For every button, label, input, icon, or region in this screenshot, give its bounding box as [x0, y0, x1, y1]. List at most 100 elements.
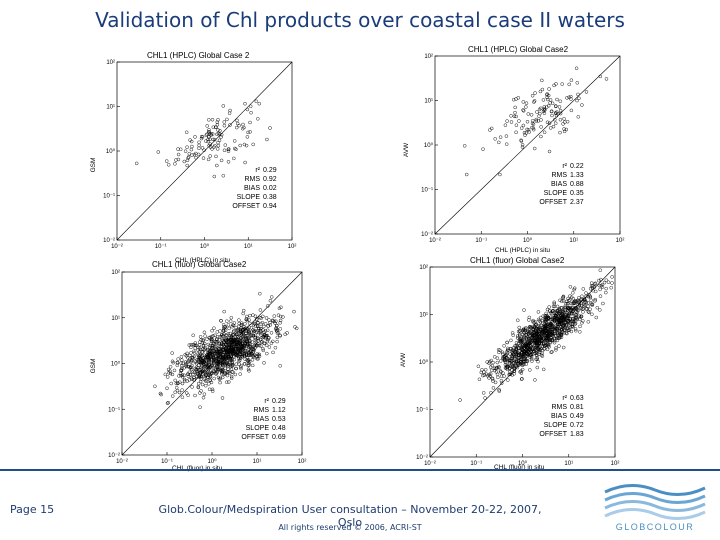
data-point	[555, 304, 560, 309]
data-point	[527, 337, 531, 341]
data-point	[253, 333, 258, 338]
data-point	[491, 386, 496, 390]
data-point	[542, 111, 547, 115]
data-point	[222, 309, 226, 314]
data-point	[601, 301, 605, 306]
data-point	[243, 321, 247, 326]
data-point	[583, 303, 587, 308]
x-tick-label: 10⁻²	[111, 244, 123, 250]
data-point	[201, 356, 205, 360]
data-point	[579, 307, 584, 311]
data-point	[237, 358, 242, 363]
data-point	[206, 139, 210, 144]
data-point	[275, 335, 280, 340]
data-point	[511, 97, 516, 102]
data-point	[503, 362, 508, 367]
data-point	[234, 346, 238, 351]
data-point	[567, 82, 571, 87]
data-point	[488, 128, 492, 132]
logo-text: GLOBCOLOUR	[616, 522, 695, 532]
data-point	[168, 371, 173, 376]
data-point	[222, 340, 226, 344]
data-point	[199, 377, 204, 381]
data-point	[263, 341, 267, 346]
data-point	[537, 334, 541, 338]
data-point	[184, 130, 189, 135]
data-point	[565, 326, 570, 331]
data-point	[545, 95, 549, 100]
data-point	[531, 327, 536, 332]
data-point	[542, 106, 547, 111]
data-point	[553, 324, 558, 328]
data-point	[196, 152, 201, 157]
data-point	[575, 307, 579, 312]
data-point	[525, 358, 530, 363]
data-point	[573, 327, 578, 331]
data-point	[532, 100, 536, 104]
data-point	[513, 359, 518, 364]
data-point	[247, 369, 251, 373]
data-point	[520, 347, 525, 352]
data-point	[170, 351, 174, 355]
data-point	[553, 104, 558, 108]
data-point	[548, 309, 552, 313]
data-point	[185, 163, 189, 168]
data-point	[177, 390, 182, 395]
data-point	[584, 307, 588, 311]
data-point	[558, 117, 563, 122]
data-point	[566, 319, 571, 323]
data-point	[256, 336, 261, 341]
data-point	[197, 358, 201, 363]
data-point	[215, 367, 220, 372]
data-point	[238, 327, 243, 332]
data-point	[566, 305, 571, 310]
data-point	[226, 147, 231, 151]
data-point	[278, 327, 283, 331]
data-point	[549, 336, 554, 340]
data-point	[227, 326, 231, 331]
data-point	[498, 369, 503, 373]
data-point	[523, 344, 528, 349]
data-point	[226, 160, 231, 164]
data-point	[558, 130, 562, 135]
data-point	[245, 107, 250, 112]
data-point	[574, 299, 579, 304]
data-point	[598, 74, 603, 79]
scatter-points	[134, 99, 272, 179]
data-point	[235, 341, 239, 345]
data-point	[483, 396, 487, 400]
data-point	[224, 346, 229, 350]
data-point	[204, 373, 208, 377]
data-point	[514, 123, 519, 127]
data-point	[244, 352, 249, 357]
data-point	[177, 374, 181, 378]
data-point	[266, 324, 270, 328]
data-point	[561, 294, 566, 299]
data-point	[260, 320, 265, 325]
data-point	[176, 157, 181, 162]
data-point	[546, 334, 551, 338]
data-point	[233, 146, 237, 151]
data-point	[562, 127, 566, 131]
data-point	[216, 128, 220, 132]
data-point	[541, 367, 546, 372]
data-point	[576, 115, 581, 119]
x-tick-label: 10⁻²	[429, 238, 441, 244]
data-point	[506, 364, 510, 369]
data-point	[546, 316, 550, 321]
data-point	[558, 111, 563, 116]
data-point	[222, 344, 227, 348]
data-point	[519, 339, 524, 343]
plot-title: CHL1 (HPLC) Global Case2	[468, 45, 569, 54]
data-point	[252, 322, 257, 326]
data-point	[202, 369, 206, 374]
data-point	[554, 111, 558, 115]
data-point	[566, 314, 571, 318]
data-point	[223, 371, 227, 375]
data-point	[248, 130, 252, 134]
data-point	[192, 354, 196, 359]
data-point	[609, 285, 613, 290]
data-point	[187, 343, 192, 347]
x-tick-label: 10¹	[564, 461, 573, 467]
y-tick-label: 10²	[419, 265, 428, 271]
